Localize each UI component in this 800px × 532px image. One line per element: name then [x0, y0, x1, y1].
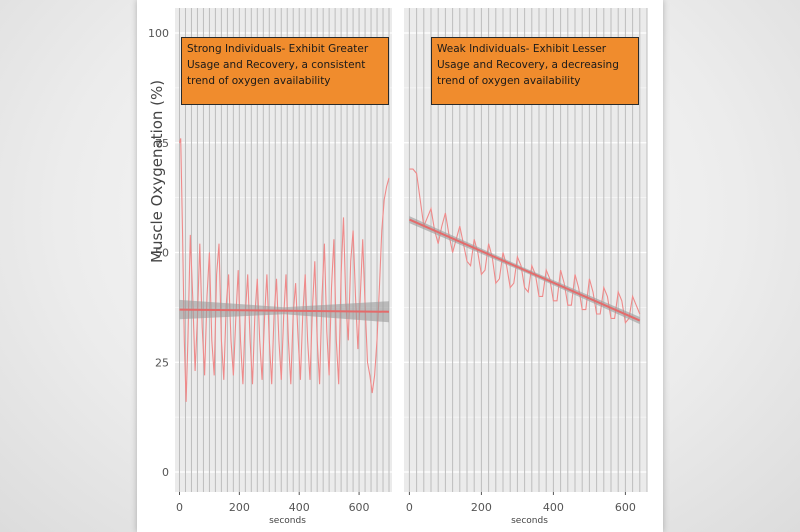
y-tick-label: 50: [155, 247, 169, 260]
x-axis-label: seconds: [511, 516, 548, 526]
x-tick-label: 600: [615, 501, 636, 514]
x-tick-label: 200: [229, 501, 250, 514]
annotation-weak: Weak Individuals- Exhibit Lesser Usage a…: [431, 37, 639, 105]
y-tick-label: 25: [155, 356, 169, 369]
series-line: [178, 138, 390, 402]
x-tick-label: 0: [176, 501, 183, 514]
y-tick-label: 0: [162, 466, 169, 479]
y-axis-label: Muscle Oxygenation (%): [148, 79, 166, 263]
x-tick-label: 400: [289, 501, 310, 514]
x-tick-label: 600: [349, 501, 370, 514]
figure: 0 25 50 75 100 0 200 400 600 seconds 0 200 400 600 sec…: [137, 0, 663, 532]
x-tick-label: 400: [543, 501, 564, 514]
y-tick-label: 100: [148, 27, 169, 40]
x-tick-label: 0: [406, 501, 413, 514]
y-tick-label: 75: [155, 137, 169, 150]
trend-line: [408, 218, 641, 322]
x-axis-label: seconds: [269, 516, 306, 526]
trend-line: [179, 308, 390, 313]
annotation-strong: Strong Individuals- Exhibit Greater Usag…: [181, 37, 389, 105]
x-tick-label: 200: [471, 501, 492, 514]
